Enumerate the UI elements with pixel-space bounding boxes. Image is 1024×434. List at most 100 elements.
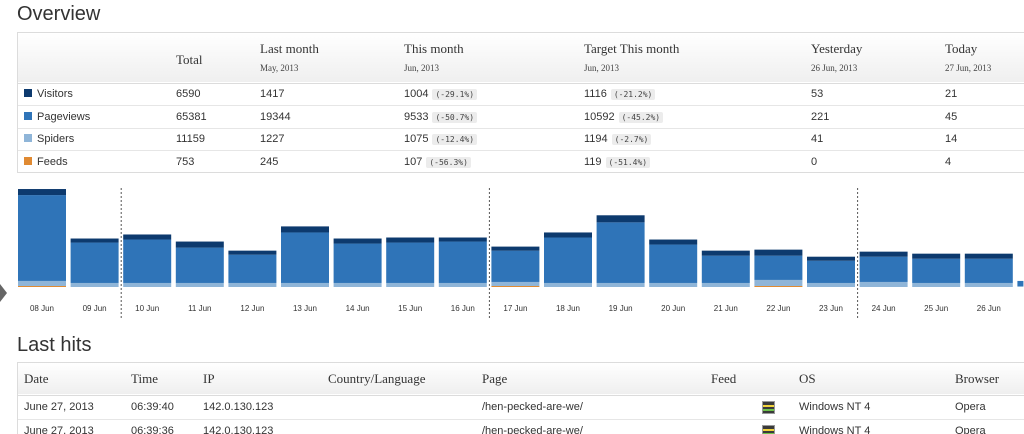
bar-pageviews[interactable] xyxy=(807,260,855,283)
bar-spiders[interactable] xyxy=(386,282,435,287)
bar-pageviews[interactable] xyxy=(18,195,66,281)
header-sub: May, 2013 xyxy=(260,63,299,73)
hits-header-date[interactable]: Date xyxy=(24,370,49,386)
bar-pageviews[interactable] xyxy=(754,255,803,280)
x-tick-label: 17 Jun xyxy=(503,304,527,313)
hits-header-country-language[interactable]: Country/Language xyxy=(328,370,426,386)
bar-spiders[interactable] xyxy=(70,282,119,287)
x-tick-label: 09 Jun xyxy=(83,304,107,313)
hit-ip[interactable]: 142.0.130.123 xyxy=(203,401,274,413)
header-sub: Jun, 2013 xyxy=(584,63,620,73)
target-change: (-2.7%) xyxy=(611,134,652,146)
chart-scroll-left-arrow[interactable] xyxy=(0,284,7,302)
header-sub: 26 Jun, 2013 xyxy=(811,63,858,73)
hit-browser: Opera xyxy=(955,401,986,413)
bar-feeds[interactable] xyxy=(754,285,803,287)
hit-ip[interactable]: 142.0.130.123 xyxy=(203,425,274,434)
overview-header-yesterday: Yesterday 26 Jun, 2013 xyxy=(811,33,945,83)
header-label: Yesterday xyxy=(811,41,863,56)
hit-feed-cell xyxy=(705,419,793,434)
bar-pageviews[interactable] xyxy=(228,254,277,283)
last-month-value: 19344 xyxy=(260,110,291,123)
hit-date: June 27, 2013 xyxy=(24,401,94,413)
yesterday-value: 53 xyxy=(811,88,824,101)
bar-pageviews[interactable] xyxy=(281,232,329,283)
bar-spiders[interactable] xyxy=(964,282,1013,287)
bar-feeds[interactable] xyxy=(491,285,540,287)
bar-spiders[interactable] xyxy=(1017,285,1024,287)
bar-spiders[interactable] xyxy=(281,282,329,287)
target-value: 10592 xyxy=(584,110,615,123)
hits-header-time[interactable]: Time xyxy=(131,370,158,386)
bar-spiders[interactable] xyxy=(333,282,382,287)
bar-spiders[interactable] xyxy=(596,282,645,287)
bar-pageviews[interactable] xyxy=(386,242,435,283)
bar-spiders[interactable] xyxy=(912,282,961,287)
header-label: This month xyxy=(404,41,464,56)
bar-visitors[interactable] xyxy=(544,232,592,238)
x-tick-label: 08 Jun xyxy=(30,304,54,313)
x-tick-label: 25 Jun xyxy=(924,304,948,313)
this-month-value: 107 xyxy=(404,156,423,168)
bar-pageviews[interactable] xyxy=(649,244,698,283)
bar-visitors[interactable] xyxy=(333,238,382,244)
bar-visitors[interactable] xyxy=(754,249,803,256)
bar-spiders[interactable] xyxy=(123,282,172,287)
bar-pageviews[interactable] xyxy=(70,242,119,283)
bar-visitors[interactable] xyxy=(491,246,540,251)
bar-spiders[interactable] xyxy=(754,279,803,286)
bar-pageviews[interactable] xyxy=(859,256,908,282)
target-change: (-45.2%) xyxy=(618,111,664,123)
bar-visitors[interactable] xyxy=(964,253,1013,259)
bar-pageviews[interactable] xyxy=(701,255,750,283)
bar-spiders[interactable] xyxy=(228,282,277,287)
bar-pageviews[interactable] xyxy=(123,239,172,283)
bar-visitors[interactable] xyxy=(18,189,66,196)
last-month-value: 1227 xyxy=(260,133,285,146)
bar-pageviews[interactable] xyxy=(333,243,382,283)
overview-row-visitors: Visitors 6590 1417 1004 (-29.1%) 1116 (-21.2%)… xyxy=(18,83,1024,106)
bar-pageviews[interactable] xyxy=(1017,280,1024,286)
bar-visitors[interactable] xyxy=(807,256,855,261)
bar-spiders[interactable] xyxy=(807,282,855,287)
row-label: Feeds xyxy=(37,156,68,168)
bar-spiders[interactable] xyxy=(544,282,592,287)
bar-visitors[interactable] xyxy=(386,237,435,243)
bar-spiders[interactable] xyxy=(859,281,908,287)
bar-spiders[interactable] xyxy=(18,280,66,286)
bar-pageviews[interactable] xyxy=(491,250,540,282)
hits-header-ip[interactable]: IP xyxy=(203,370,215,386)
bar-spiders[interactable] xyxy=(438,282,487,287)
bar-pageviews[interactable] xyxy=(912,258,961,283)
bar-spiders[interactable] xyxy=(175,282,224,287)
bar-visitors[interactable] xyxy=(596,215,645,223)
hits-header-browser[interactable]: Browser xyxy=(955,370,1000,386)
hits-header-feed[interactable]: Feed xyxy=(711,370,737,386)
bar-spiders[interactable] xyxy=(701,282,750,287)
bar-visitors[interactable] xyxy=(281,226,329,233)
bar-pageviews[interactable] xyxy=(596,222,645,283)
hit-browser-cell: Opera xyxy=(949,419,1024,434)
bar-spiders[interactable] xyxy=(491,281,540,286)
bar-visitors[interactable] xyxy=(912,253,961,259)
bar-visitors[interactable] xyxy=(438,237,487,242)
hits-header-page[interactable]: Page xyxy=(482,370,508,386)
hit-page-link[interactable]: /hen-pecked-are-we/ xyxy=(482,425,583,434)
legend-swatch xyxy=(24,111,32,120)
last-hits-table: Date Time IP Country/Language Page Feed OS Brow… xyxy=(17,362,1024,434)
bar-visitors[interactable] xyxy=(70,238,119,243)
bar-pageviews[interactable] xyxy=(175,247,224,283)
bar-feeds[interactable] xyxy=(18,285,66,287)
bar-spiders[interactable] xyxy=(649,282,698,287)
bar-visitors[interactable] xyxy=(228,250,277,255)
bar-pageviews[interactable] xyxy=(964,258,1013,283)
hits-header-os[interactable]: OS xyxy=(799,370,816,386)
bar-visitors[interactable] xyxy=(175,241,224,248)
bar-visitors[interactable] xyxy=(859,251,908,257)
bar-visitors[interactable] xyxy=(649,239,698,245)
bar-pageviews[interactable] xyxy=(544,237,592,283)
hit-page-link[interactable]: /hen-pecked-are-we/ xyxy=(482,401,583,413)
bar-visitors[interactable] xyxy=(123,234,172,240)
bar-pageviews[interactable] xyxy=(438,241,487,283)
bar-visitors[interactable] xyxy=(701,250,750,256)
